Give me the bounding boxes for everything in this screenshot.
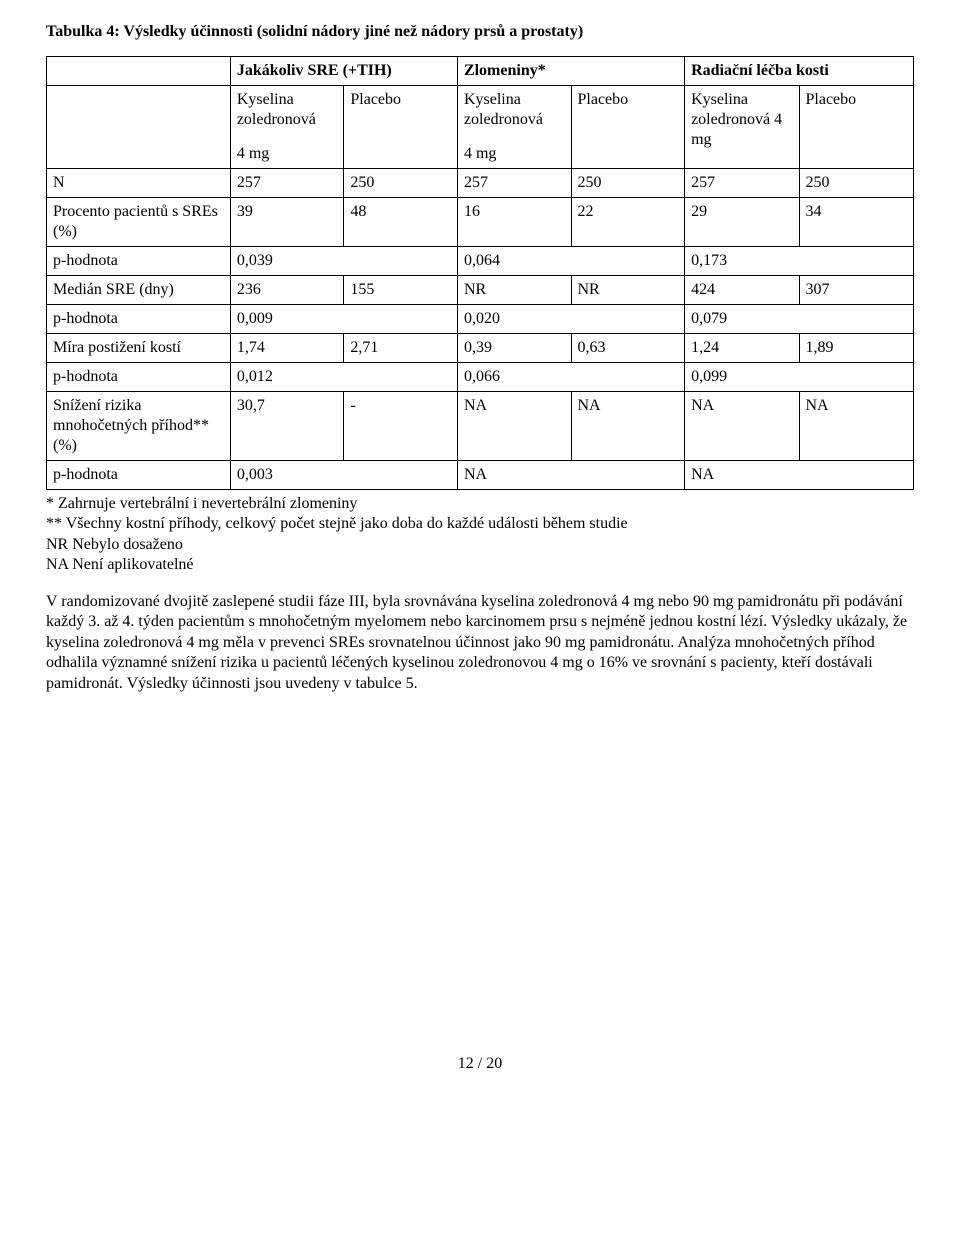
cell: 30,7 xyxy=(230,392,344,461)
cell: 257 xyxy=(230,169,344,198)
efficacy-table: Jakákoliv SRE (+TIH) Zlomeniny* Radiační… xyxy=(46,56,914,490)
table-row: p-hodnota 0,012 0,066 0,099 xyxy=(47,363,914,392)
table-footnotes: * Zahrnuje vertebrální i nevertebrální z… xyxy=(46,494,914,576)
cell: NA xyxy=(571,392,685,461)
table-row: Procento pacientů s SREs (%) 39 48 16 22… xyxy=(47,198,914,247)
cell: 22 xyxy=(571,198,685,247)
footnote: NA Není aplikovatelné xyxy=(46,555,914,575)
cell: 0,064 xyxy=(457,247,684,276)
cell: 250 xyxy=(344,169,458,198)
page-number: 12 / 20 xyxy=(46,1054,914,1094)
cell: 250 xyxy=(571,169,685,198)
row-label: N xyxy=(47,169,231,198)
cell: NA xyxy=(685,392,799,461)
cell: NA xyxy=(457,392,571,461)
subheader-cell: Kyselina zoledronová 4 mg xyxy=(691,90,792,150)
subheader-cell: Placebo xyxy=(799,86,914,169)
cell: - xyxy=(344,392,458,461)
cell: NR xyxy=(457,276,571,305)
footnote: ** Všechny kostní příhody, celkový počet… xyxy=(46,514,914,534)
cell: 424 xyxy=(685,276,799,305)
cell: 0,003 xyxy=(230,461,457,490)
cell: 0,012 xyxy=(230,363,457,392)
cell: 0,079 xyxy=(685,305,914,334)
header-sub-row: Kyselina zoledronová 4 mg Placebo Kyseli… xyxy=(47,86,914,169)
row-label: Snížení rizika mnohočetných příhod** (%) xyxy=(47,392,231,461)
subheader-cell: Kyselina zoledronová xyxy=(237,90,338,130)
table-row: p-hodnota 0,003 NA NA xyxy=(47,461,914,490)
subheader-cell: Placebo xyxy=(571,86,685,169)
cell: NR xyxy=(571,276,685,305)
row-label: p-hodnota xyxy=(47,461,231,490)
cell: 155 xyxy=(344,276,458,305)
header-group-row: Jakákoliv SRE (+TIH) Zlomeniny* Radiační… xyxy=(47,57,914,86)
row-label: Medián SRE (dny) xyxy=(47,276,231,305)
row-label: p-hodnota xyxy=(47,363,231,392)
cell: 16 xyxy=(457,198,571,247)
cell: 34 xyxy=(799,198,914,247)
cell: 0,039 xyxy=(230,247,457,276)
row-label: Procento pacientů s SREs (%) xyxy=(47,198,231,247)
cell: NA xyxy=(685,461,914,490)
cell: 1,74 xyxy=(230,334,344,363)
body-paragraph: V randomizované dvojitě zaslepené studii… xyxy=(46,592,914,694)
cell: 39 xyxy=(230,198,344,247)
cell: 2,71 xyxy=(344,334,458,363)
cell: 307 xyxy=(799,276,914,305)
cell: 0,009 xyxy=(230,305,457,334)
cell: 0,099 xyxy=(685,363,914,392)
header-group-2: Zlomeniny* xyxy=(464,62,546,79)
table-row: p-hodnota 0,009 0,020 0,079 xyxy=(47,305,914,334)
cell: NA xyxy=(457,461,684,490)
table-row: Míra postižení kostí 1,74 2,71 0,39 0,63… xyxy=(47,334,914,363)
footnote: NR Nebylo dosaženo xyxy=(46,535,914,555)
cell: 48 xyxy=(344,198,458,247)
table-row: Snížení rizika mnohočetných příhod** (%)… xyxy=(47,392,914,461)
header-group-1: Jakákoliv SRE (+TIH) xyxy=(237,62,392,79)
subheader-cell: 4 mg xyxy=(237,144,338,164)
subheader-cell: Placebo xyxy=(344,86,458,169)
cell: 0,173 xyxy=(685,247,914,276)
row-label: Míra postižení kostí xyxy=(47,334,231,363)
cell: NA xyxy=(799,392,914,461)
table-title: Tabulka 4: Výsledky účinnosti (solidní n… xyxy=(46,22,914,42)
table-row: N 257 250 257 250 257 250 xyxy=(47,169,914,198)
cell: 236 xyxy=(230,276,344,305)
cell: 1,24 xyxy=(685,334,799,363)
row-label: p-hodnota xyxy=(47,247,231,276)
cell: 0,39 xyxy=(457,334,571,363)
footnote: * Zahrnuje vertebrální i nevertebrální z… xyxy=(46,494,914,514)
cell: 250 xyxy=(799,169,914,198)
table-row: p-hodnota 0,039 0,064 0,173 xyxy=(47,247,914,276)
subheader-cell: 4 mg xyxy=(464,144,565,164)
subheader-cell: Kyselina zoledronová xyxy=(464,90,565,130)
cell: 257 xyxy=(685,169,799,198)
cell: 0,066 xyxy=(457,363,684,392)
cell: 29 xyxy=(685,198,799,247)
cell: 1,89 xyxy=(799,334,914,363)
row-label: p-hodnota xyxy=(47,305,231,334)
table-row: Medián SRE (dny) 236 155 NR NR 424 307 xyxy=(47,276,914,305)
header-group-3: Radiační léčba kosti xyxy=(691,62,829,79)
cell: 0,63 xyxy=(571,334,685,363)
cell: 257 xyxy=(457,169,571,198)
cell: 0,020 xyxy=(457,305,684,334)
